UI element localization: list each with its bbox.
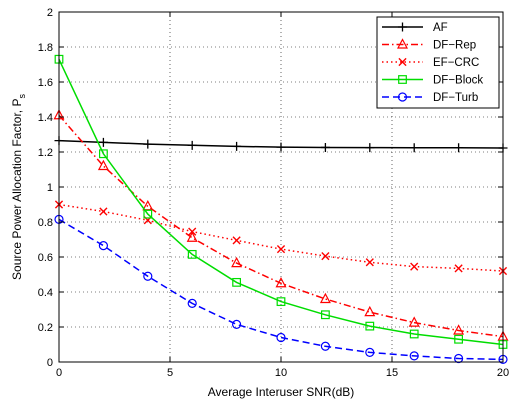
x-tick-label: 10 bbox=[275, 367, 287, 379]
data-point bbox=[232, 141, 242, 151]
data-point bbox=[186, 231, 198, 242]
data-point bbox=[143, 139, 153, 149]
data-point bbox=[187, 249, 197, 259]
legend-marker-af bbox=[398, 22, 407, 32]
legend-marker-df-block bbox=[398, 75, 407, 84]
data-point bbox=[187, 298, 197, 308]
y-tick-label: 2 bbox=[47, 7, 53, 19]
data-point bbox=[454, 264, 463, 273]
series-df-block bbox=[54, 54, 508, 349]
data-point bbox=[365, 143, 375, 153]
data-point bbox=[97, 159, 109, 171]
legend-marker-ef-crc bbox=[398, 57, 407, 67]
data-point bbox=[410, 262, 419, 271]
y-tick-label: 0.2 bbox=[38, 322, 53, 334]
data-point bbox=[276, 142, 286, 152]
data-point bbox=[143, 209, 153, 219]
legend-box bbox=[376, 16, 500, 109]
legend-label-af: AF bbox=[433, 22, 448, 34]
y-tick-label: 1.2 bbox=[38, 147, 53, 159]
y-axis-label-subscript: s bbox=[17, 94, 27, 99]
legend-marker-df-rep bbox=[397, 38, 408, 49]
x-tick-labels: 0 5 10 15 20 bbox=[56, 367, 509, 379]
data-point bbox=[276, 297, 286, 307]
data-point bbox=[99, 207, 108, 216]
legend-marker-df-turb bbox=[397, 92, 408, 102]
data-point bbox=[275, 276, 287, 288]
data-point bbox=[409, 143, 419, 153]
series-line bbox=[58, 218, 504, 361]
y-tick-label: 0.4 bbox=[38, 287, 53, 299]
series-ef-crc bbox=[54, 200, 508, 276]
x-tick-label: 5 bbox=[167, 367, 173, 379]
data-point bbox=[365, 347, 375, 357]
data-point bbox=[188, 227, 197, 236]
data-point bbox=[408, 316, 420, 327]
data-point bbox=[454, 334, 463, 344]
legend-label-df-turb: DF−Turb bbox=[433, 92, 478, 104]
data-point bbox=[409, 351, 419, 361]
data-point bbox=[98, 137, 108, 147]
data-point bbox=[364, 305, 376, 317]
x-tick-label: 15 bbox=[386, 367, 398, 379]
legend-label-df-block: DF−Block bbox=[433, 75, 483, 87]
data-point bbox=[187, 140, 197, 150]
legend-label-df-rep: DF−Rep bbox=[433, 40, 476, 52]
y-tick-label: 1.8 bbox=[38, 42, 53, 54]
data-point bbox=[98, 241, 109, 251]
data-point bbox=[232, 319, 242, 329]
data-point bbox=[276, 245, 286, 254]
y-axis-label-main: Source Power Allocation Factor, P bbox=[10, 99, 24, 280]
data-point bbox=[321, 252, 330, 261]
data-point bbox=[365, 321, 375, 331]
data-point bbox=[276, 332, 286, 343]
data-point bbox=[232, 236, 241, 245]
series-layer bbox=[53, 54, 509, 364]
data-point bbox=[320, 341, 330, 351]
data-point bbox=[321, 310, 330, 320]
legend-label-ef-crc: EF−CRC bbox=[433, 57, 479, 69]
data-point bbox=[453, 324, 465, 335]
y-tick-label: 1 bbox=[47, 182, 53, 194]
data-point bbox=[98, 149, 108, 159]
data-point bbox=[232, 277, 242, 287]
y-tick-label: 1.6 bbox=[38, 77, 53, 89]
y-tick-labels: 0 0.2 0.4 0.6 0.8 1 1.2 1.4 1.6 1.8 2 bbox=[38, 7, 53, 369]
data-point bbox=[320, 142, 330, 152]
x-tick-label: 0 bbox=[56, 367, 62, 379]
y-tick-label: 0.6 bbox=[38, 252, 53, 264]
data-point bbox=[231, 256, 243, 268]
ticks bbox=[58, 11, 504, 363]
y-tick-label: 0 bbox=[47, 357, 53, 369]
y-tick-label: 1.4 bbox=[38, 112, 53, 124]
x-tick-label: 20 bbox=[497, 367, 509, 379]
data-point bbox=[454, 143, 464, 153]
data-point bbox=[319, 292, 331, 304]
y-axis-label: Source Power Allocation Factor, Ps bbox=[10, 94, 27, 280]
y-tick-label: 0.8 bbox=[38, 217, 53, 229]
data-point bbox=[365, 258, 374, 267]
data-point bbox=[143, 271, 153, 281]
legend: AF DF−Rep EF−CRC DF−Block DF−Turb bbox=[376, 16, 500, 109]
data-point bbox=[409, 329, 419, 339]
x-axis-label: Average Interuser SNR(dB) bbox=[208, 385, 355, 399]
series-line bbox=[58, 58, 504, 346]
